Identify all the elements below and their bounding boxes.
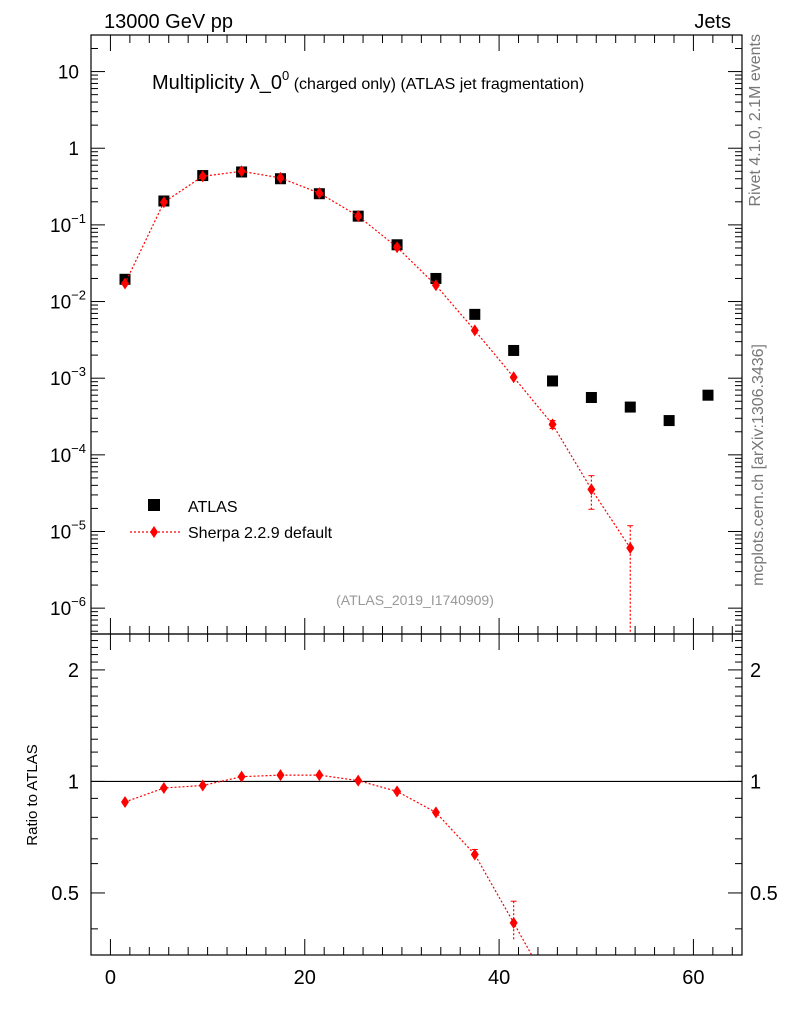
sherpa-point — [470, 324, 479, 337]
ratio-sherpa-point — [509, 916, 518, 929]
ratio-sherpa-point — [276, 769, 285, 782]
atlas-point — [469, 308, 481, 320]
sherpa-point — [393, 241, 402, 254]
ratio-tick-label-right: 0.5 — [750, 883, 778, 905]
y-tick-label: 10−1 — [50, 211, 86, 237]
sherpa-point — [315, 187, 324, 200]
y-tick-mantissa: 10 — [50, 293, 71, 314]
y-tick-label: 10−3 — [50, 364, 86, 390]
y-tick-label: 10−2 — [50, 288, 86, 314]
atlas-point — [624, 401, 636, 413]
ratio-sherpa-point — [237, 770, 246, 783]
y-tick-exponent: −4 — [71, 441, 86, 456]
y-tick-mantissa: 10 — [50, 599, 71, 620]
atlas-point — [585, 391, 597, 403]
rivet-label: Rivet 4.1.0, 2.1M events — [747, 34, 764, 207]
ratio-tick-label: 0.5 — [51, 883, 79, 905]
ratio-sherpa-point — [354, 774, 363, 787]
x-tick-label: 0 — [105, 967, 116, 989]
ratio-sherpa-line — [124, 774, 533, 955]
ratio-sherpa-point — [198, 779, 207, 792]
atlas-point — [702, 389, 714, 401]
chart-title: Multiplicity λ_00 (charged only) (ATLAS … — [152, 68, 584, 94]
y-tick-exponent: −3 — [71, 364, 86, 379]
y-tick-exponent: −1 — [71, 211, 86, 226]
sherpa-point — [509, 371, 518, 384]
sherpa-point — [354, 210, 363, 223]
sherpa-point — [431, 279, 440, 292]
sherpa-point — [237, 165, 246, 178]
ratio-sherpa-point — [470, 848, 479, 861]
header-left: 13000 GeV pp — [104, 11, 233, 33]
x-tick-label: 40 — [488, 967, 510, 989]
ratio-tick-label-right: 2 — [750, 660, 761, 682]
ratio-tick-label: 1 — [68, 771, 79, 793]
ratio-sherpa-point — [315, 769, 324, 782]
y-tick-exponent: −6 — [71, 594, 86, 609]
legend-atlas-label: ATLAS — [188, 499, 238, 516]
ratio-series-group — [121, 769, 557, 998]
atlas-point — [430, 272, 442, 284]
ratio-frame — [90, 633, 743, 956]
ratio-sherpa-point — [159, 781, 168, 794]
ratio-tick-label: 2 — [68, 660, 79, 682]
y-tick-mantissa: 10 — [50, 446, 71, 467]
y-tick-label: 10−5 — [50, 517, 86, 543]
sherpa-point — [276, 171, 285, 184]
y-tick-mantissa: 10 — [50, 369, 71, 390]
title-sup: 0 — [282, 68, 289, 83]
sherpa-point — [587, 483, 596, 496]
legend-sherpa-marker — [150, 526, 158, 538]
y-tick-label: 1 — [68, 139, 79, 160]
y-tick-mantissa: 10 — [50, 522, 71, 543]
sherpa-point — [548, 418, 557, 431]
title-main: Multiplicity λ_0 — [152, 72, 282, 94]
ratio-sherpa-point — [121, 795, 130, 808]
legend-atlas-marker — [148, 499, 160, 511]
y-tick-mantissa: 1 — [68, 139, 79, 160]
sherpa-point — [159, 196, 168, 209]
sherpa-point — [626, 541, 635, 554]
mcplots-label: mcplots.cern.ch [arXiv:1306.3436] — [750, 344, 767, 586]
y-tick-exponent: −2 — [71, 288, 86, 303]
y-tick-label: 10−6 — [50, 594, 86, 620]
atlas-point — [508, 344, 520, 356]
main-plot: Multiplicity λ_00 (charged only) (ATLAS … — [50, 34, 743, 955]
y-tick-label: 10 — [58, 63, 79, 84]
title-tail: (charged only) (ATLAS jet fragmentation) — [289, 76, 584, 93]
sherpa-line — [124, 170, 631, 549]
atlas-point — [547, 375, 559, 387]
sherpa-point — [121, 277, 130, 290]
y-tick-mantissa: 10 — [58, 63, 79, 84]
x-tick-label: 20 — [294, 967, 316, 989]
watermark: (ATLAS_2019_I1740909) — [336, 592, 494, 608]
y-tick-mantissa: 10 — [50, 216, 71, 237]
ratio-sherpa-point — [549, 986, 557, 998]
ratio-sherpa-point — [393, 785, 402, 798]
main-frame — [90, 34, 743, 635]
ratio-tick-label-right: 1 — [750, 771, 761, 793]
x-tick-label: 60 — [682, 967, 704, 989]
header-right: Jets — [694, 11, 731, 33]
atlas-point — [663, 415, 675, 427]
ratio-ylabel: Ratio to ATLAS — [24, 744, 41, 845]
ratio-plot: 0 20 40 60 2 2 1 1 0.5 0.5 Ratio to ATLAS — [24, 633, 778, 998]
y-tick-label: 10−4 — [50, 441, 86, 467]
sherpa-point — [198, 170, 207, 183]
y-tick-exponent: −5 — [71, 517, 86, 532]
legend-sherpa-label: Sherpa 2.2.9 default — [188, 525, 333, 542]
ratio-sherpa-point — [431, 806, 440, 819]
